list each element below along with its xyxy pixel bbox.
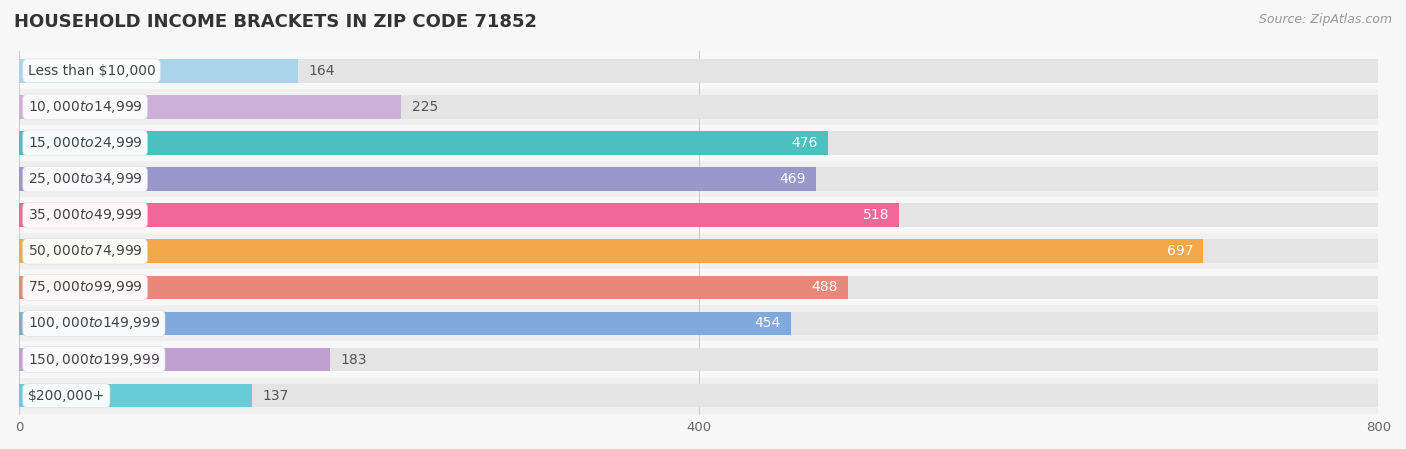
Text: $75,000 to $99,999: $75,000 to $99,999	[28, 279, 142, 295]
Bar	[20, 276, 1378, 299]
Text: Source: ZipAtlas.com: Source: ZipAtlas.com	[1258, 13, 1392, 26]
Text: 697: 697	[1167, 244, 1194, 258]
Text: 518: 518	[863, 208, 889, 222]
Bar	[20, 312, 790, 335]
Text: $50,000 to $74,999: $50,000 to $74,999	[28, 243, 142, 259]
Text: $35,000 to $49,999: $35,000 to $49,999	[28, 207, 142, 223]
Bar	[20, 95, 1378, 119]
Text: Less than $10,000: Less than $10,000	[28, 64, 156, 78]
Bar	[20, 348, 1378, 371]
Text: $150,000 to $199,999: $150,000 to $199,999	[28, 352, 160, 367]
Bar	[20, 59, 1378, 83]
Bar	[20, 59, 298, 83]
Bar	[20, 384, 252, 407]
Bar	[20, 233, 1378, 269]
Text: $10,000 to $14,999: $10,000 to $14,999	[28, 99, 142, 115]
Bar	[20, 378, 1378, 414]
Text: $200,000+: $200,000+	[28, 388, 105, 403]
Bar	[20, 161, 1378, 197]
Text: 164: 164	[308, 64, 335, 78]
Bar	[20, 239, 1378, 263]
Bar	[20, 95, 402, 119]
Bar	[20, 348, 330, 371]
Text: 137: 137	[262, 388, 288, 403]
Bar	[20, 203, 1378, 227]
Text: 225: 225	[412, 100, 437, 114]
Bar	[20, 305, 1378, 341]
Text: 454: 454	[754, 317, 780, 330]
Text: $15,000 to $24,999: $15,000 to $24,999	[28, 135, 142, 151]
Text: 183: 183	[340, 352, 367, 366]
Bar	[20, 125, 1378, 161]
Bar	[20, 239, 1204, 263]
Text: $100,000 to $149,999: $100,000 to $149,999	[28, 315, 160, 331]
Bar	[20, 131, 1378, 155]
Bar	[20, 131, 828, 155]
Bar	[20, 384, 1378, 407]
Text: $25,000 to $34,999: $25,000 to $34,999	[28, 171, 142, 187]
Text: 488: 488	[811, 280, 838, 295]
Bar	[20, 197, 1378, 233]
Text: 469: 469	[779, 172, 806, 186]
Text: HOUSEHOLD INCOME BRACKETS IN ZIP CODE 71852: HOUSEHOLD INCOME BRACKETS IN ZIP CODE 71…	[14, 13, 537, 31]
Bar	[20, 167, 815, 191]
Bar	[20, 312, 1378, 335]
Bar	[20, 341, 1378, 378]
Bar	[20, 89, 1378, 125]
Text: 476: 476	[792, 136, 818, 150]
Bar	[20, 269, 1378, 305]
Bar	[20, 276, 848, 299]
Bar	[20, 53, 1378, 89]
Bar	[20, 167, 1378, 191]
Bar	[20, 203, 900, 227]
